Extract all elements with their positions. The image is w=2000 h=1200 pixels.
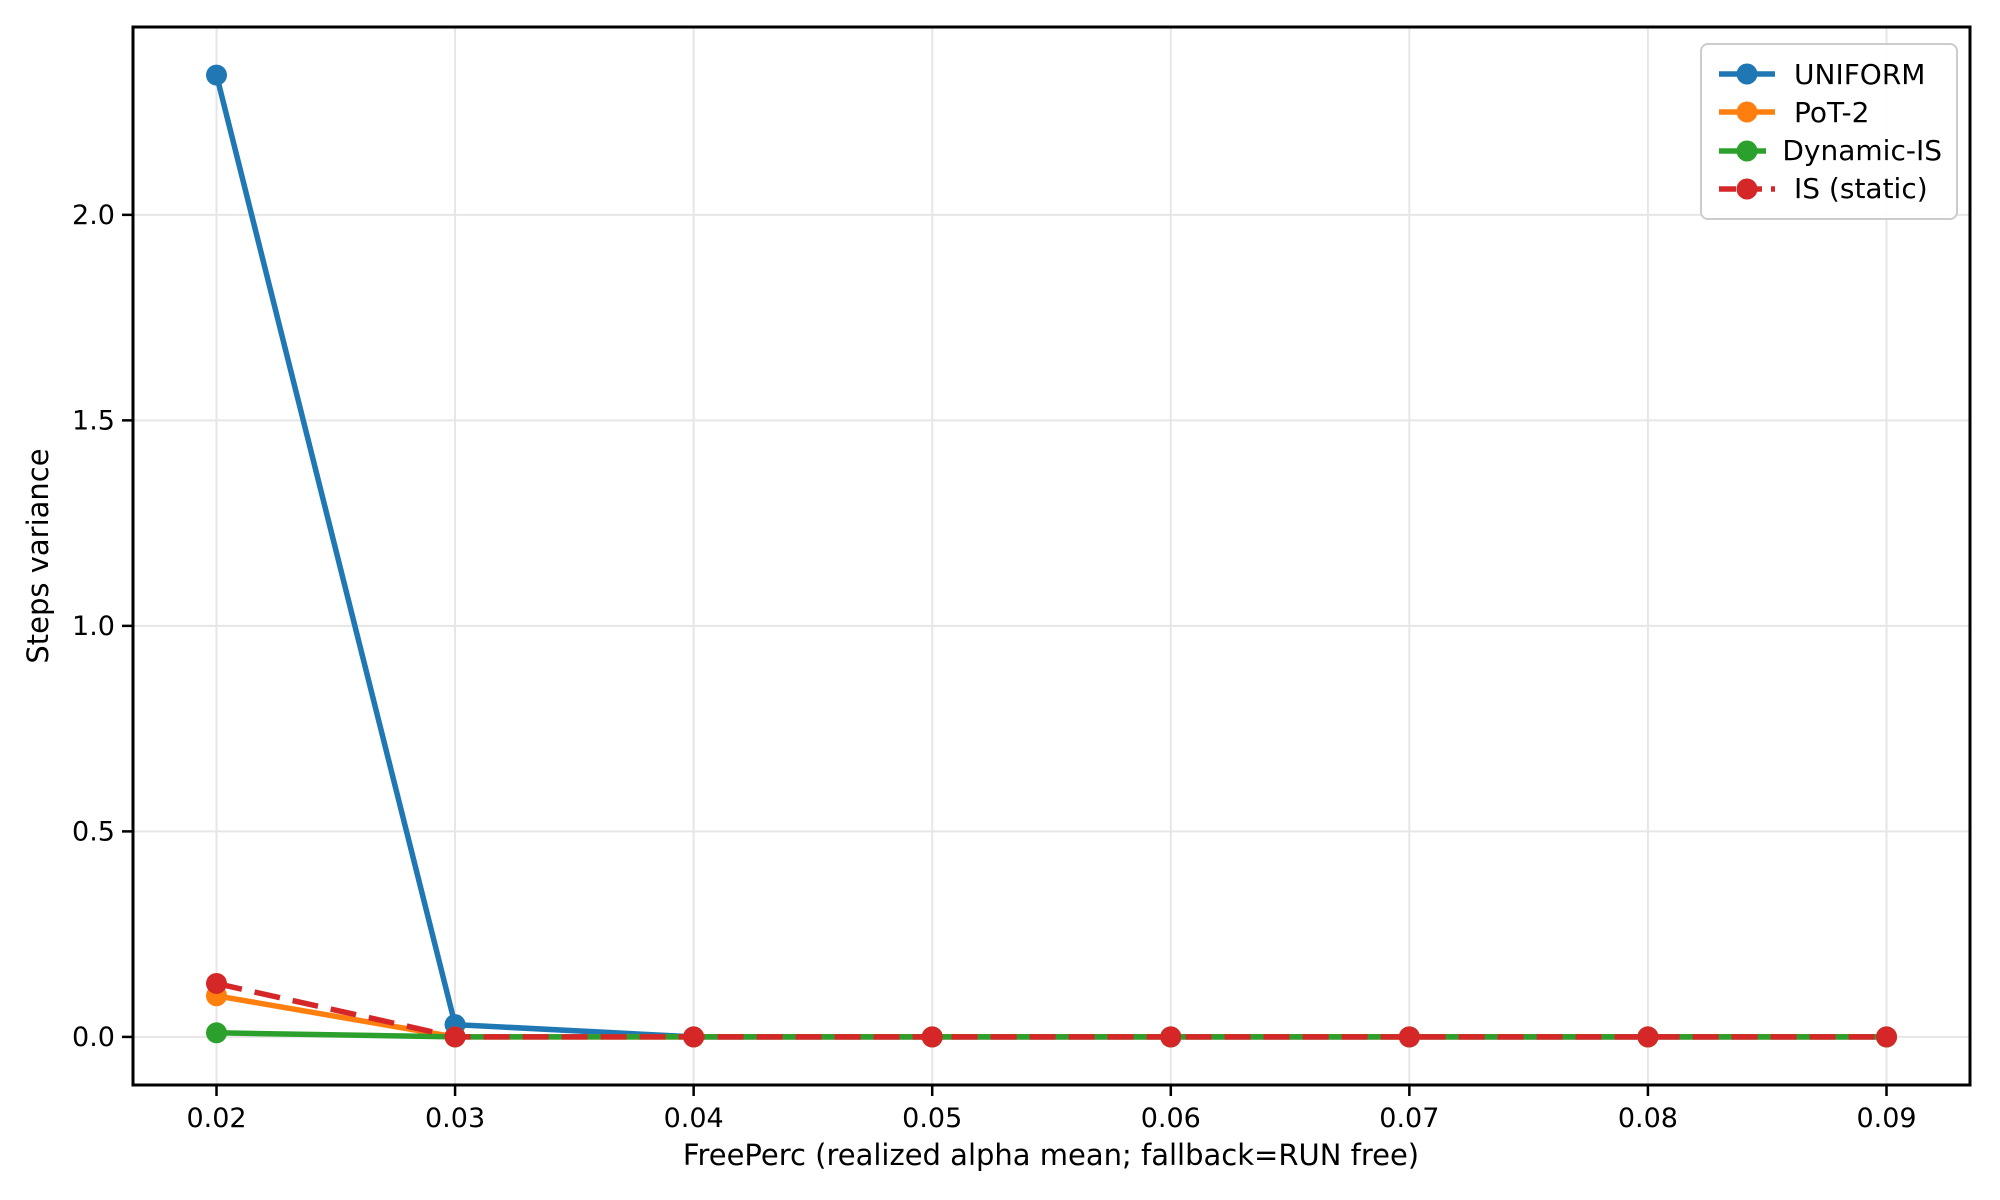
x-tick-label: 0.03 (425, 1103, 485, 1134)
data-point (1160, 1026, 1182, 1048)
data-point (444, 1026, 466, 1048)
axis-ticks: 0.02 0.03 0.04 0.05 0.06 0.07 0.08 0.09 0.0 0.5 1.… (72, 200, 1917, 1134)
x-tick-label: 0.06 (1141, 1103, 1201, 1134)
series-lines (206, 64, 1897, 1048)
data-point (1876, 1026, 1897, 1048)
series-line-is-static- (215, 980, 1887, 1040)
data-point (206, 64, 227, 86)
y-tick-label: 1.5 (72, 405, 115, 436)
data-point (206, 1022, 227, 1044)
plot-grid (133, 27, 1970, 1085)
y-tick-label: 1.0 (72, 611, 115, 642)
data-point (921, 1026, 943, 1048)
legend-sample-line (1719, 140, 1767, 162)
legend-item-pot-2: PoT-2 (1716, 96, 1942, 129)
legend-sample-line (1719, 101, 1775, 123)
legend-marker (1736, 178, 1758, 200)
x-tick-label: 0.02 (186, 1103, 246, 1134)
legend-label: IS (static) (1794, 172, 1928, 206)
y-tick-label: 2.0 (72, 200, 115, 231)
data-point (206, 972, 227, 994)
legend-label: Dynamic-IS (1782, 134, 1942, 168)
x-tick-label: 0.04 (664, 1103, 724, 1134)
legend-label: UNIFORM (1794, 57, 1926, 91)
plot-spines (131, 25, 1972, 1087)
x-tick-label: 0.09 (1856, 1103, 1916, 1134)
legend-sample-line (1719, 63, 1775, 85)
legend-item-uniform: UNIFORM (1716, 58, 1942, 91)
x-axis-label: FreePerc (realized alpha mean; fallback=… (682, 1138, 1420, 1172)
y-tick-label: 0.5 (72, 816, 115, 847)
plot-border (131, 25, 1972, 1087)
legend: UNIFORM PoT-2 Dynamic-IS IS (static) (1700, 43, 1958, 220)
legend-item-dynamic-is: Dynamic-IS (1716, 134, 1942, 167)
data-point (1398, 1026, 1420, 1048)
x-tick-label: 0.07 (1379, 1103, 1439, 1134)
legend-sample-line (1719, 178, 1775, 200)
series-line-pot-2 (216, 993, 1887, 1040)
y-tick-label: 0.0 (72, 1022, 115, 1053)
x-tick-label: 0.08 (1618, 1103, 1678, 1134)
data-point (683, 1026, 705, 1048)
x-tick-label: 0.05 (902, 1103, 962, 1134)
legend-marker (1736, 140, 1758, 162)
data-point (1637, 1026, 1659, 1048)
series-line-uniform (213, 74, 1887, 1040)
legend-marker (1736, 63, 1758, 85)
legend-label: PoT-2 (1794, 95, 1870, 129)
legend-item-is-static: IS (static) (1716, 172, 1942, 205)
legend-marker (1736, 101, 1758, 123)
y-axis-label: Steps variance (21, 448, 55, 664)
